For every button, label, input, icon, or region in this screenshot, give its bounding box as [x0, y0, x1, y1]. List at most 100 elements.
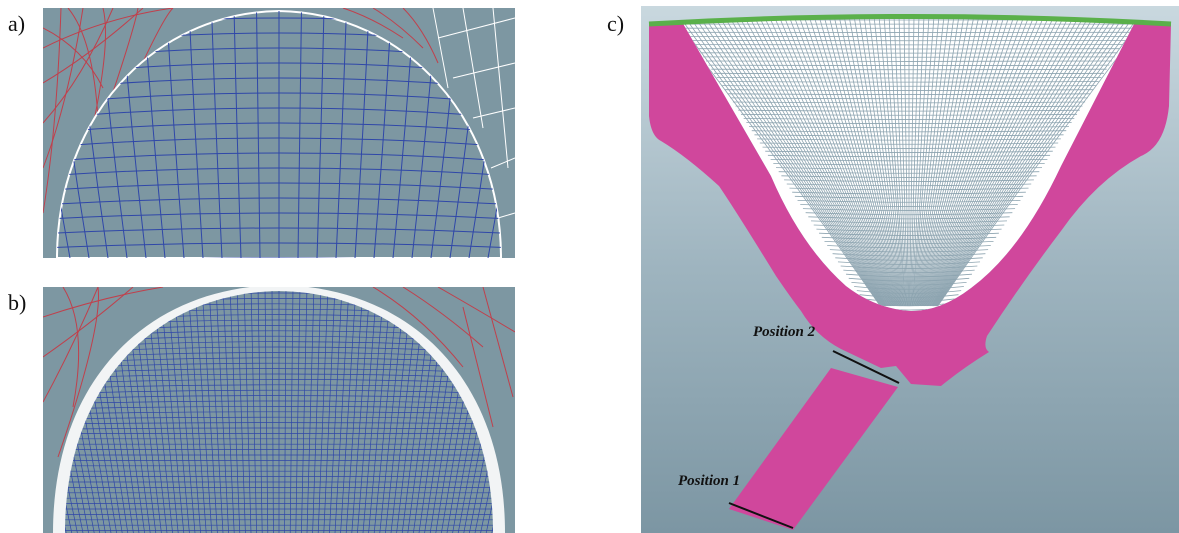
mesh-line — [735, 105, 1083, 108]
magenta-wall-section — [649, 20, 1171, 386]
mesh-line — [823, 15, 900, 307]
mesh-line — [733, 15, 889, 307]
mesh-line — [751, 130, 1067, 133]
mesh-line — [256, 11, 261, 258]
mesh-line — [848, 15, 903, 307]
mesh-line — [928, 15, 1075, 307]
magenta-stem — [729, 368, 898, 530]
position-2-line — [832, 350, 900, 384]
mesh-line — [334, 291, 350, 533]
mesh-line — [856, 290, 962, 294]
mesh-line — [878, 15, 906, 307]
mesh-line — [264, 291, 269, 533]
position-1-line — [728, 502, 794, 529]
position-1-label: Position 1 — [678, 473, 740, 489]
mesh-line — [912, 15, 945, 307]
mesh-line — [821, 236, 997, 240]
panel-label-b: b) — [8, 290, 27, 315]
mesh-line — [819, 232, 999, 236]
mesh-line — [851, 282, 967, 286]
mesh-line — [798, 15, 897, 307]
mesh-line — [926, 15, 1055, 307]
mesh-line — [926, 15, 1060, 307]
position-2-label: Position 2 — [753, 324, 816, 340]
mesh-line — [808, 15, 898, 307]
mesh-line — [914, 15, 955, 307]
mesh-line — [818, 15, 899, 307]
mesh-line — [903, 15, 909, 307]
mesh-line — [329, 291, 343, 533]
mesh-line — [797, 200, 1021, 203]
mesh-line — [345, 291, 364, 533]
mesh-line — [713, 15, 886, 307]
mesh-line — [925, 15, 1050, 307]
mesh-line — [924, 15, 1045, 307]
mesh-line — [243, 291, 252, 533]
mesh-line — [924, 15, 1040, 307]
panel-c-cross-section: Position 2 Position 1 — [641, 6, 1179, 533]
mesh-line — [487, 11, 501, 258]
mesh-line — [194, 291, 213, 533]
mesh-line — [57, 242, 501, 249]
mesh-line — [930, 15, 1095, 307]
mesh-line — [480, 291, 493, 533]
mesh-line — [786, 183, 1032, 187]
mesh-line — [759, 142, 1059, 145]
mesh-line — [65, 384, 493, 390]
mesh-line — [917, 15, 985, 307]
mesh-line — [65, 291, 78, 533]
mesh-line — [257, 291, 263, 533]
mesh-line — [912, 15, 940, 307]
mesh-line — [793, 15, 896, 307]
mesh-line — [65, 291, 89, 533]
mesh-line — [357, 291, 378, 533]
mesh-line — [838, 15, 901, 307]
mesh-line — [57, 107, 501, 119]
mesh-line — [250, 291, 257, 533]
mesh-line — [65, 416, 493, 420]
mesh-line — [837, 261, 981, 265]
mesh-line — [915, 15, 965, 307]
mesh-line — [767, 154, 1051, 158]
mesh-line — [722, 85, 1096, 87]
mesh-line — [317, 291, 329, 533]
mesh-line — [703, 15, 885, 307]
mesh-line — [916, 15, 975, 307]
mesh-line — [716, 77, 1102, 79]
mesh-line — [788, 15, 895, 307]
mesh-line — [770, 159, 1048, 162]
fine-mesh-drawing — [43, 287, 515, 533]
mesh-line — [800, 204, 1018, 207]
mesh-line — [65, 400, 493, 405]
mesh-line — [718, 15, 887, 307]
mesh-line — [931, 15, 1100, 307]
mesh-line — [65, 379, 493, 385]
mesh-line — [295, 291, 301, 533]
mesh-line — [833, 15, 901, 307]
mesh-line — [284, 291, 287, 533]
panel-label-a: a) — [8, 11, 26, 36]
mesh-line — [910, 15, 925, 307]
mesh-line — [829, 249, 989, 253]
mesh-line — [474, 291, 493, 533]
mesh-line — [57, 167, 501, 177]
mesh-line — [781, 175, 1037, 178]
mesh-line — [723, 15, 888, 307]
mesh-line — [57, 212, 501, 220]
green-top-rim — [648, 14, 1172, 27]
mesh-line — [57, 197, 501, 206]
mesh-line — [719, 81, 1099, 83]
mesh-line — [909, 15, 915, 307]
mesh-line — [362, 291, 385, 533]
mesh-line — [708, 15, 886, 307]
mesh-line — [773, 15, 894, 307]
mesh-line — [927, 15, 1065, 307]
mesh-line — [354, 11, 370, 258]
mesh-line — [711, 68, 1107, 71]
panel-label-c: c) — [607, 11, 625, 36]
mesh-line — [848, 277, 970, 282]
mesh-line — [778, 15, 894, 307]
mesh-line — [297, 11, 302, 258]
mesh-line — [883, 15, 907, 307]
mesh-line — [233, 11, 242, 258]
